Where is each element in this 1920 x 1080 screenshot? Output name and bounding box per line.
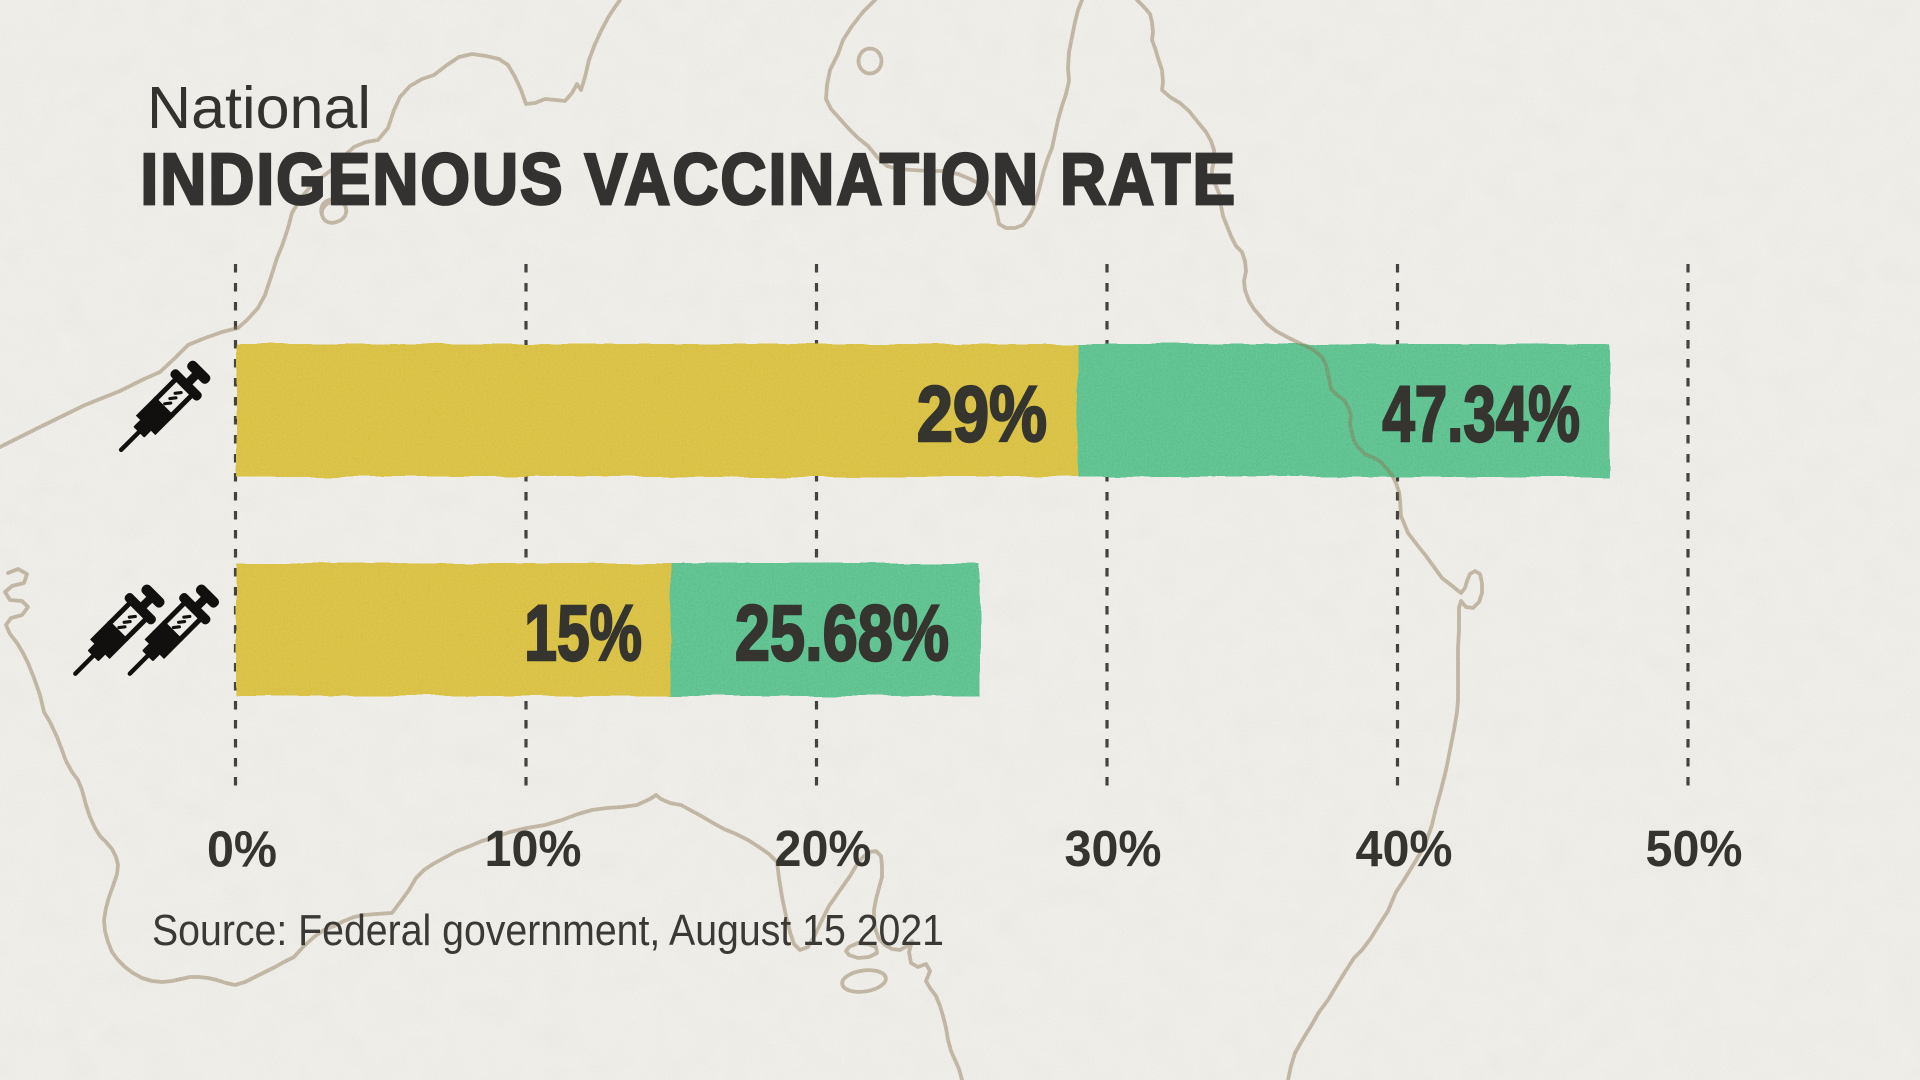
svg-text:40%: 40% — [1356, 820, 1453, 877]
svg-text:10%: 10% — [485, 820, 582, 877]
svg-text:25.68%: 25.68% — [735, 589, 949, 677]
svg-text:INDIGENOUS VACCINATION RATE: INDIGENOUS VACCINATION RATE — [141, 140, 1238, 220]
svg-text:Source: Federal government, Au: Source: Federal government, August 15 20… — [152, 906, 944, 955]
svg-text:20%: 20% — [775, 820, 872, 877]
svg-text:30%: 30% — [1065, 820, 1162, 877]
svg-text:47.34%: 47.34% — [1382, 369, 1580, 458]
svg-text:15%: 15% — [524, 589, 642, 677]
svg-text:0%: 0% — [207, 820, 277, 877]
svg-text:29%: 29% — [917, 370, 1047, 458]
svg-text:50%: 50% — [1646, 820, 1743, 877]
svg-text:National: National — [147, 75, 371, 141]
